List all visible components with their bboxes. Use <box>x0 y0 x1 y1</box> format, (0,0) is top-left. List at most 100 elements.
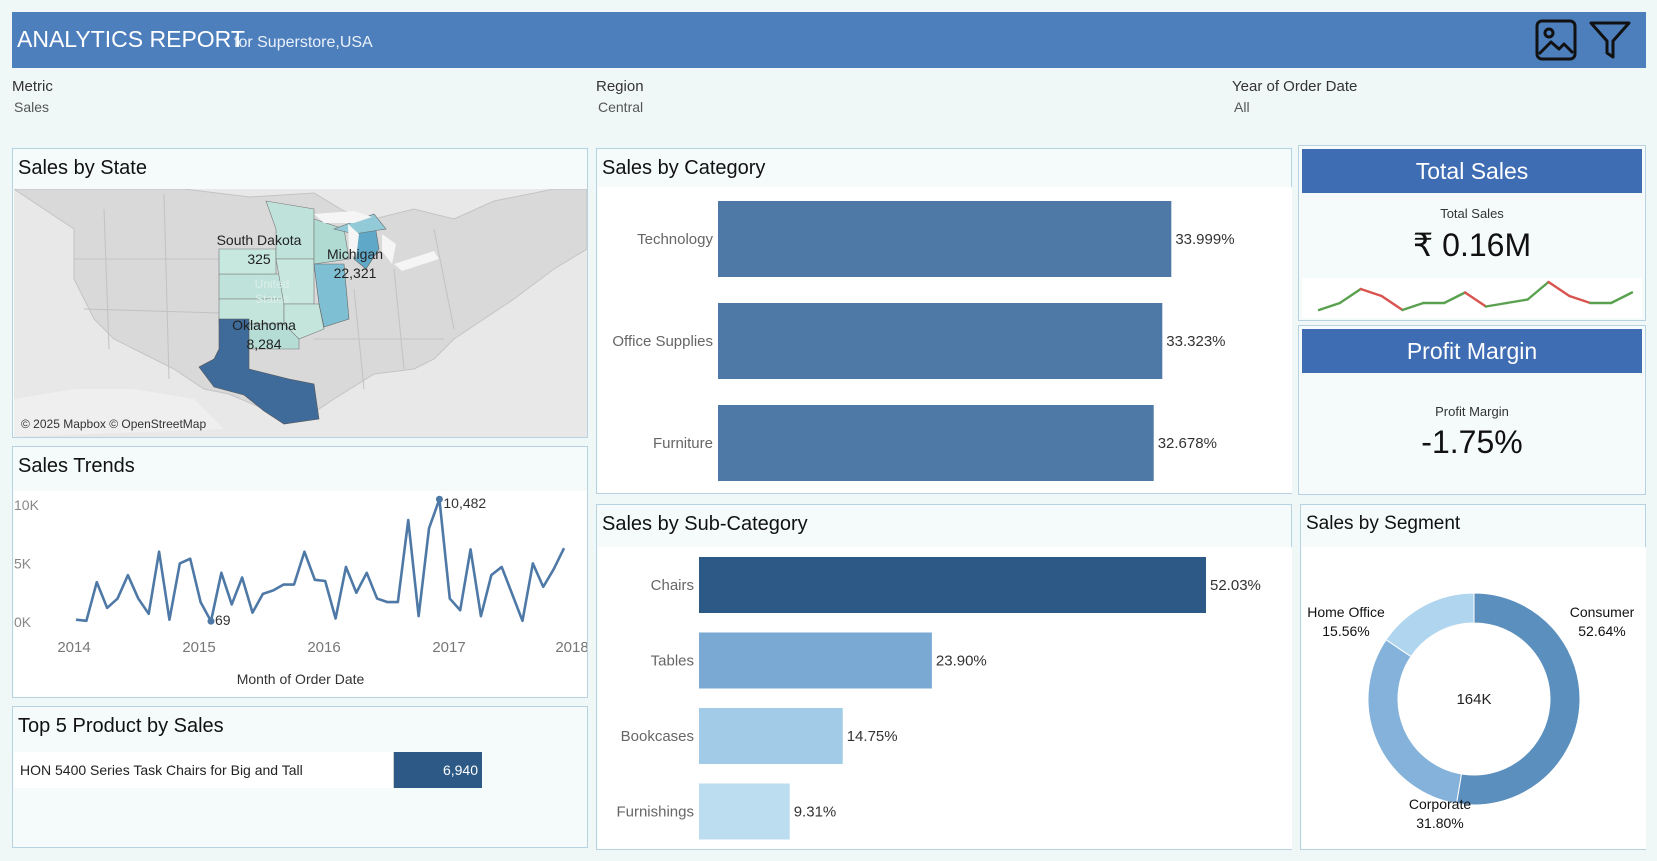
segment-slice[interactable] <box>1455 592 1581 806</box>
sparkline-segment <box>1568 294 1592 305</box>
kpi-value: ₹ 0.16M <box>1412 227 1532 263</box>
filter-value[interactable]: All <box>1234 99 1250 115</box>
sparkline-segment <box>1547 280 1571 298</box>
x-tick-label: 2017 <box>432 639 465 656</box>
map-label-oklahoma: Oklahoma 8,284 <box>232 317 296 352</box>
trend-point <box>435 495 443 503</box>
category-value: 33.323% <box>1166 333 1225 350</box>
donut-center-label: 164K <box>1456 691 1491 708</box>
report-header: ANALYTICS REPORT for Superstore,USA <box>12 12 1646 68</box>
filter-value[interactable]: Central <box>598 99 644 115</box>
x-axis-title: Month of Order Date <box>236 671 365 687</box>
segment-name: Corporate <box>1409 796 1471 812</box>
map-country-label: United States <box>254 277 290 306</box>
image-icon[interactable] <box>1534 18 1578 62</box>
panel-title: Sales Trends <box>18 455 135 477</box>
metric-filter[interactable]: Metric Sales <box>12 78 53 115</box>
sparkline-segment <box>1442 291 1467 305</box>
sparkline-segment <box>1463 291 1488 308</box>
kpi-title: Total Sales <box>1302 149 1642 193</box>
kpi-label: Profit Margin <box>1435 404 1509 419</box>
category-bar[interactable] <box>718 303 1163 379</box>
subcategory-label: Bookcases <box>621 728 694 745</box>
sparkline-segment <box>1338 287 1362 305</box>
subcategory-label: Tables <box>651 653 694 670</box>
total-sales-card: Total Sales Total Sales ₹ 0.16M <box>1298 145 1646 321</box>
sales-by-subcategory-chart[interactable]: Chairs 52.03% Tables 23.90% Bookcases 14.75% F… <box>598 547 1292 849</box>
sparkline-segment <box>1380 294 1404 312</box>
product-sales-bar[interactable]: 6,940 <box>394 752 482 788</box>
category-value: 33.999% <box>1175 231 1234 248</box>
sparkline-segment <box>1609 291 1634 305</box>
sales-by-category-panel: Sales by Category Technology 33.999% Offic… <box>596 148 1292 494</box>
category-bar[interactable] <box>718 201 1172 277</box>
subcategory-label: Chairs <box>651 577 694 594</box>
subcategory-value: 52.03% <box>1210 577 1261 594</box>
category-value: 32.678% <box>1158 435 1217 452</box>
product-sales-value: 6,940 <box>442 762 478 778</box>
sales-sparkline[interactable] <box>1302 278 1642 318</box>
top-products-panel: Top 5 Product by Sales HON 5400 Series T… <box>12 706 588 848</box>
panel-title: Sales by Segment <box>1306 513 1461 534</box>
kpi-title: Profit Margin <box>1302 329 1642 373</box>
sales-by-category-chart[interactable]: Technology 33.999% Office Supplies 33.323% F… <box>598 187 1292 493</box>
subcategory-value: 14.75% <box>847 728 898 745</box>
region-filter[interactable]: Region Central <box>596 78 644 115</box>
state-map[interactable]: South Dakota 325 Michigan 22,321 Oklahoma 8… <box>14 189 587 437</box>
subcategory-value: 9.31% <box>794 804 837 821</box>
panel-title: Sales by Sub-Category <box>602 513 808 535</box>
table-row[interactable]: HON 5400 Series Task Chairs for Big and … <box>14 752 394 788</box>
subcategory-bar[interactable] <box>699 557 1206 613</box>
x-tick-label: 2015 <box>182 639 215 656</box>
category-label: Technology <box>637 231 713 248</box>
sales-trend-line <box>75 497 566 623</box>
map-label-michigan: Michigan 22,321 <box>326 246 384 281</box>
panel-title: Sales by State <box>18 157 147 179</box>
filter-value[interactable]: Sales <box>14 99 50 115</box>
category-label: Furniture <box>653 435 713 452</box>
sparkline-segment <box>1484 301 1509 308</box>
segment-name: Consumer <box>1570 604 1635 620</box>
category-bar[interactable] <box>718 405 1154 481</box>
segment-value: 52.64% <box>1578 623 1625 639</box>
sales-by-segment-panel: Sales by Segment 164K Consumer 52.64% Corpo… <box>1300 504 1646 850</box>
y-tick-label: 10K <box>14 497 40 513</box>
sales-by-segment-chart[interactable]: 164K Consumer 52.64% Corporate 31.80% Home Of… <box>1302 547 1646 849</box>
panel-title: Top 5 Product by Sales <box>18 715 224 737</box>
segment-value: 31.80% <box>1416 815 1463 831</box>
sales-trends-chart[interactable]: 0K 5K 10K 2014 2015 2016 2017 2018 10,482 69 Mont… <box>14 491 589 697</box>
sales-by-state-panel: Sales by State <box>12 148 588 438</box>
segment-slice[interactable] <box>1367 639 1463 805</box>
y-tick-label: 0K <box>14 614 32 630</box>
subcategory-bar[interactable] <box>699 632 932 689</box>
sparkline-segment <box>1317 301 1342 312</box>
sparkline-segment <box>1526 280 1550 301</box>
filter-icon[interactable] <box>1588 18 1632 62</box>
kpi-label: Total Sales <box>1440 206 1504 221</box>
y-tick-label: 5K <box>14 555 32 571</box>
sparkline-segment <box>1505 298 1529 305</box>
trend-annotation: 69 <box>215 612 231 628</box>
kpi-value: -1.75% <box>1421 424 1523 460</box>
segment-name: Home Office <box>1307 604 1385 620</box>
filter-label: Region <box>596 78 644 95</box>
sales-trends-panel: Sales Trends 0K 5K 10K 2014 2015 2016 2017 2018… <box>12 446 589 698</box>
segment-slice[interactable] <box>1385 592 1475 658</box>
subcategory-bar[interactable] <box>699 783 790 840</box>
trend-point <box>207 617 215 625</box>
map-label-south-dakota: South Dakota 325 <box>216 232 302 267</box>
sparkline-segment <box>1401 301 1425 312</box>
subcategory-bar[interactable] <box>699 708 843 764</box>
segment-value: 15.56% <box>1322 623 1369 639</box>
x-tick-label: 2016 <box>307 639 340 656</box>
product-name: HON 5400 Series Task Chairs for Big and … <box>20 762 303 778</box>
year-filter[interactable]: Year of Order Date All <box>1232 78 1357 115</box>
category-label: Office Supplies <box>612 333 713 350</box>
panel-title: Sales by Category <box>602 157 766 179</box>
x-tick-label: 2014 <box>57 639 90 656</box>
filter-label: Metric <box>12 78 53 95</box>
x-tick-label: 2018 <box>555 639 587 656</box>
filter-label: Year of Order Date <box>1232 78 1358 95</box>
map-attribution[interactable]: © 2025 Mapbox © OpenStreetMap <box>21 417 207 431</box>
subcategory-label: Furnishings <box>616 804 694 821</box>
